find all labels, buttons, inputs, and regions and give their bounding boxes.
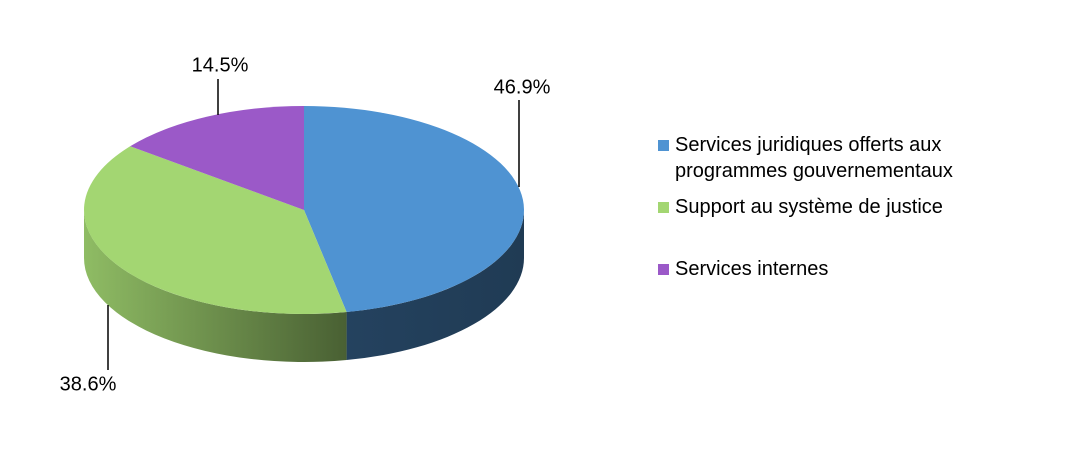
legend-item: Support au système de justice [658,194,1018,220]
data-label: 46.9% [494,76,551,98]
legend-swatch [658,202,669,213]
slice [83,146,347,314]
legend-item: Services juridiques offerts aux programm… [658,132,1018,184]
legend-item: Services internes [658,256,1018,282]
legend-label: Services internes [675,258,829,280]
slice [304,106,524,313]
legend-swatch [658,264,669,275]
legend-label: Support au système de justice [675,196,943,218]
data-label: 38.6% [60,373,117,395]
slice-side [84,210,347,363]
slice-side [346,210,524,361]
data-label: 14.5% [192,54,249,76]
slice [130,106,304,210]
legend-swatch [658,140,669,151]
legend-label: Services juridiques offerts aux programm… [675,134,953,182]
